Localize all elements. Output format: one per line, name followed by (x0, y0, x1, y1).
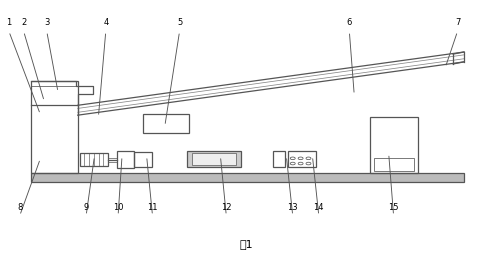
Text: 10: 10 (113, 203, 123, 212)
Bar (80, 153, 108, 166)
Text: 12: 12 (221, 203, 232, 212)
Bar (288, 151, 316, 167)
Text: 8: 8 (17, 203, 22, 212)
Text: 3: 3 (44, 18, 49, 27)
Text: 图1: 图1 (239, 239, 253, 249)
Text: 6: 6 (347, 18, 352, 27)
Bar (374, 158, 414, 171)
Text: 1: 1 (6, 18, 11, 27)
Bar (31, 173, 464, 182)
Text: 7: 7 (455, 18, 460, 27)
Text: 14: 14 (313, 203, 324, 212)
Text: 15: 15 (388, 203, 399, 212)
Text: 9: 9 (84, 203, 89, 212)
Bar (273, 151, 285, 167)
Bar (143, 114, 189, 133)
Text: 5: 5 (177, 18, 182, 27)
Bar (117, 151, 134, 168)
Bar (192, 153, 236, 165)
Text: 11: 11 (147, 203, 158, 212)
Text: 13: 13 (287, 203, 298, 212)
Bar (370, 117, 418, 173)
Bar (187, 151, 241, 167)
Text: 4: 4 (103, 18, 108, 27)
Bar (31, 81, 78, 173)
Text: 2: 2 (21, 18, 26, 27)
Bar (134, 152, 152, 167)
